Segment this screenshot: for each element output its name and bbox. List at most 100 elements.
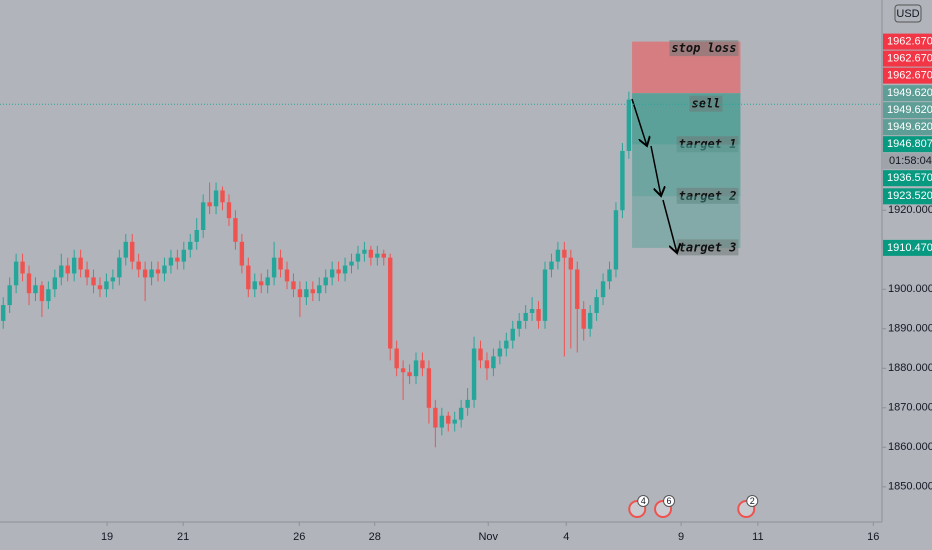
- candle-body: [620, 150, 625, 211]
- candle-body: [413, 360, 419, 377]
- price-label: 1962.670: [887, 70, 932, 82]
- candle-body: [394, 348, 399, 369]
- candle-body: [181, 249, 187, 262]
- price-label-bg: [883, 119, 932, 136]
- candle-body: [213, 190, 219, 207]
- target-zone: [632, 196, 741, 248]
- candle-body: [336, 269, 341, 274]
- price-label-bg: [883, 33, 932, 50]
- candle-body: [497, 348, 503, 357]
- target-label: target 2: [679, 189, 737, 203]
- x-tick-label: 19: [101, 531, 113, 543]
- candle-body: [555, 249, 561, 262]
- currency-badge[interactable]: [894, 4, 922, 23]
- candle-body: [117, 257, 122, 278]
- stop-label: stop loss: [671, 41, 736, 55]
- candle-body: [310, 289, 316, 294]
- candle-body: [136, 261, 141, 270]
- candle-body: [46, 289, 51, 302]
- candle-body: [355, 253, 361, 262]
- arrow: [662, 199, 677, 253]
- candle-body: [78, 257, 83, 270]
- candle-body: [265, 277, 270, 286]
- candle-body: [542, 269, 548, 321]
- price-label: 1936.570: [887, 172, 932, 184]
- candle-body: [439, 415, 445, 428]
- candle-body: [142, 269, 148, 278]
- y-tick-label: 1900.000: [888, 283, 932, 295]
- candle-body: [362, 249, 367, 254]
- price-label: 1962.670: [887, 53, 932, 65]
- candle-body: [375, 253, 380, 258]
- candle-body: [26, 273, 32, 294]
- candle-body: [388, 257, 393, 349]
- event-count: 6: [667, 496, 672, 506]
- candle-body: [59, 265, 64, 278]
- price-label-bg: [883, 102, 932, 119]
- price-label-bg: [883, 136, 932, 153]
- arrow: [650, 145, 661, 196]
- candle-body: [342, 265, 348, 274]
- entry-label: sell: [692, 97, 721, 111]
- label-bg: [676, 239, 739, 256]
- candle-body: [259, 281, 264, 286]
- candle-body: [168, 257, 174, 266]
- candle-body: [478, 348, 483, 361]
- candle-body: [458, 407, 464, 420]
- candle-body: [426, 368, 432, 408]
- candle-body: [613, 210, 619, 270]
- candle-body: [452, 419, 457, 424]
- price-label-bg: [883, 67, 932, 84]
- price-label: 1962.670: [887, 36, 932, 48]
- x-tick-label: 26: [293, 531, 305, 543]
- candle-body: [39, 285, 45, 302]
- price-label: 1949.620: [887, 87, 932, 99]
- candle-body: [529, 309, 535, 313]
- x-tick-label: 28: [369, 531, 381, 543]
- candle-body: [368, 249, 374, 258]
- candle-body: [562, 249, 567, 258]
- candle-body: [13, 261, 19, 286]
- candles: [1, 91, 632, 448]
- candle-body: [91, 277, 96, 286]
- x-tick-label: 4: [563, 531, 569, 543]
- candle-body: [587, 312, 593, 329]
- x-tick-label: 9: [678, 531, 684, 543]
- candle-body: [110, 277, 116, 282]
- price-label-bg: [883, 188, 932, 205]
- candle-body: [626, 99, 632, 151]
- candle-body: [536, 309, 541, 321]
- price-label-bg: [883, 50, 932, 67]
- axes: 19 21 26 28 Nov 4 9 11 161850.0001860.0001870.00…: [0, 33, 932, 543]
- candle-body: [523, 312, 528, 321]
- candle-body: [52, 277, 58, 290]
- candle-body: [226, 202, 232, 219]
- candle-body: [517, 320, 522, 329]
- candle-body: [594, 297, 599, 313]
- candle-body: [71, 257, 77, 274]
- candle-body: [297, 289, 303, 298]
- price-label: 1910.470: [887, 242, 932, 254]
- target-zone: [632, 144, 741, 197]
- candle-body: [568, 257, 574, 270]
- candle-body: [149, 269, 154, 278]
- candle-body: [155, 269, 161, 274]
- annotation-arrows: [631, 98, 677, 253]
- candle-body: [252, 281, 257, 290]
- arrow: [631, 98, 647, 146]
- countdown: 01:58:04: [889, 155, 932, 167]
- candle-body: [504, 340, 509, 349]
- y-tick-label: 1890.000: [888, 323, 932, 335]
- price-label: 1949.620: [887, 121, 932, 133]
- candle-body: [407, 372, 412, 377]
- candle-body: [400, 368, 406, 373]
- candle-body: [284, 269, 290, 282]
- price-label-bg: [883, 170, 932, 187]
- candle-body: [104, 281, 109, 290]
- candle-body: [1, 305, 6, 321]
- countdown-bg: [883, 153, 932, 170]
- label-bg: [669, 40, 739, 57]
